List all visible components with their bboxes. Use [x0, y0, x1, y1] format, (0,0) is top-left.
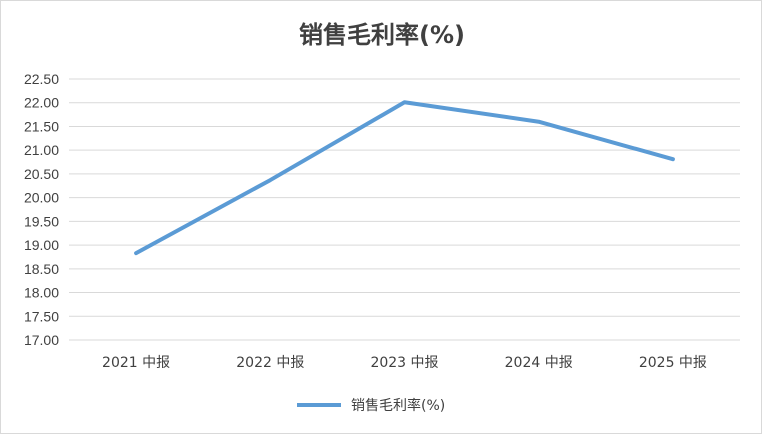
x-tick-label: 2022 中报 [236, 355, 304, 371]
gridlines [69, 78, 740, 341]
x-tick-label: 2021 中报 [102, 355, 170, 371]
y-tick-label: 19.00 [24, 237, 59, 253]
y-tick-label: 18.00 [24, 285, 59, 301]
y-tick-label: 17.00 [24, 332, 59, 348]
legend-label: 销售毛利率(%) [351, 397, 445, 414]
y-tick-label: 21.50 [24, 118, 59, 134]
y-tick-label: 22.00 [24, 95, 59, 111]
y-tick-label: 21.00 [24, 142, 59, 158]
series-layer [134, 100, 675, 256]
legend: 销售毛利率(%) [297, 397, 445, 414]
y-tick-label: 22.50 [24, 71, 59, 87]
y-tick-label: 20.50 [24, 166, 59, 182]
y-tick-label: 18.50 [24, 261, 59, 277]
x-axis-ticks: 2021 中报 2022 中报 2023 中报 2024 中报 2025 中报 [102, 355, 707, 371]
y-axis-ticks: 17.00 17.50 18.00 18.50 19.00 19.50 20.00 20.50… [24, 71, 59, 348]
series-line [134, 100, 675, 256]
x-tick-label: 2024 中报 [505, 355, 573, 371]
x-tick-label: 2023 中报 [370, 355, 438, 371]
y-tick-label: 20.00 [24, 190, 59, 206]
x-tick-label: 2025 中报 [639, 355, 707, 371]
y-tick-label: 19.50 [24, 213, 59, 229]
y-tick-label: 17.50 [24, 308, 59, 324]
chart-title: 销售毛利率(%) [299, 21, 465, 49]
